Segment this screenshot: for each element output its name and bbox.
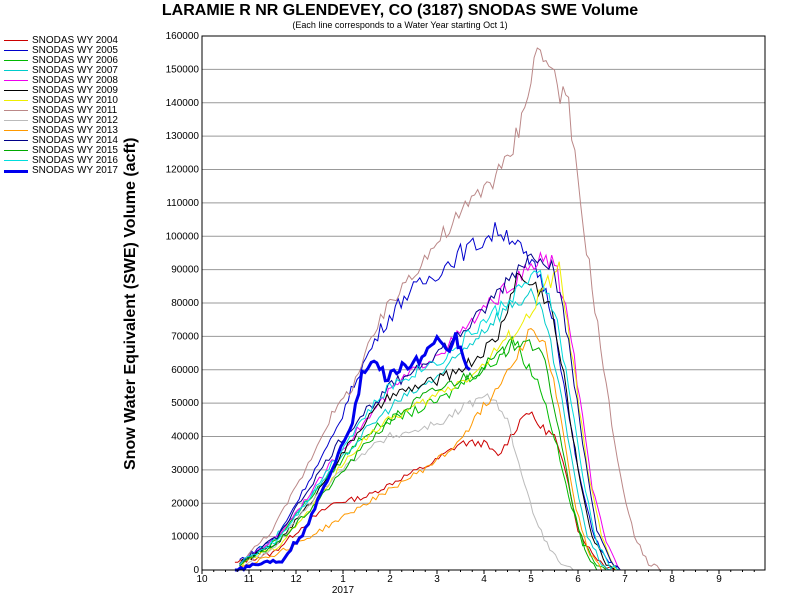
legend-swatch (4, 110, 28, 111)
series-line-snodas-wy-2011 (239, 47, 663, 571)
legend-swatch (4, 170, 28, 173)
legend-item: SNODAS WY 2016 (4, 155, 134, 166)
x-tick-label: 8 (669, 574, 675, 585)
legend-item: SNODAS WY 2009 (4, 85, 134, 96)
legend-item: SNODAS WY 2010 (4, 95, 134, 106)
x-tick-label: 5 (528, 574, 534, 585)
y-tick-label: 130000 (166, 131, 200, 142)
series-line-snodas-wy-2015 (239, 338, 598, 571)
y-tick-label: 140000 (166, 98, 200, 109)
legend-item: SNODAS WY 2012 (4, 115, 134, 126)
series-line-snodas-wy-2016 (239, 269, 621, 571)
series-line-snodas-wy-2010 (239, 261, 617, 571)
legend-item: SNODAS WY 2011 (4, 105, 134, 116)
series-line-snodas-wy-2012 (239, 393, 574, 571)
y-tick-label: 150000 (166, 64, 200, 75)
legend-item: SNODAS WY 2017 (4, 165, 134, 176)
y-tick-label: 0 (193, 565, 199, 576)
legend-item: SNODAS WY 2006 (4, 55, 134, 66)
legend-label: SNODAS WY 2004 (32, 35, 118, 46)
y-tick-label: 20000 (171, 498, 199, 509)
y-tick-label: 70000 (171, 331, 199, 342)
legend-label: SNODAS WY 2010 (32, 95, 118, 106)
x-tick-label: 1 (340, 574, 346, 585)
x-tick-label: 2 (387, 574, 393, 585)
x-tick-label: 7 (622, 574, 628, 585)
legend-swatch (4, 70, 28, 71)
legend-label: SNODAS WY 2005 (32, 45, 118, 56)
legend-item: SNODAS WY 2007 (4, 65, 134, 76)
legend-label: SNODAS WY 2016 (32, 155, 118, 166)
legend-label: SNODAS WY 2007 (32, 65, 118, 76)
legend-label: SNODAS WY 2013 (32, 125, 118, 136)
y-tick-label: 110000 (166, 198, 199, 209)
legend-item: SNODAS WY 2015 (4, 145, 134, 156)
y-tick-label: 120000 (166, 165, 200, 176)
legend: SNODAS WY 2004 SNODAS WY 2005 SNODAS WY 20… (4, 35, 134, 176)
series-lines (234, 47, 663, 572)
legend-item: SNODAS WY 2013 (4, 125, 134, 136)
x-tick-label: 12 (290, 574, 302, 585)
legend-swatch (4, 60, 28, 61)
legend-swatch (4, 140, 28, 141)
legend-label: SNODAS WY 2014 (32, 135, 118, 146)
x-tick-label: 9 (716, 574, 722, 585)
series-line-snodas-wy-2013 (239, 328, 602, 571)
y-tick-label: 50000 (171, 398, 199, 409)
legend-swatch (4, 160, 28, 161)
legend-label: SNODAS WY 2008 (32, 75, 118, 86)
x-year-label: 2017 (332, 585, 355, 596)
legend-swatch (4, 120, 28, 121)
y-tick-label: 30000 (171, 465, 199, 476)
legend-item: SNODAS WY 2004 (4, 35, 134, 46)
legend-swatch (4, 50, 28, 51)
x-tick-label: 6 (575, 574, 581, 585)
chart-subtitle: (Each line corresponds to a Water Year s… (292, 20, 508, 30)
y-tick-label: 100000 (166, 231, 200, 242)
legend-swatch (4, 100, 28, 101)
gridlines (202, 35, 765, 571)
x-tick-label: 3 (434, 574, 440, 585)
legend-label: SNODAS WY 2017 (32, 165, 118, 176)
legend-label: SNODAS WY 2006 (32, 55, 118, 66)
y-tick-label: 160000 (166, 31, 200, 42)
y-tick-label: 80000 (171, 298, 199, 309)
legend-item: SNODAS WY 2005 (4, 45, 134, 56)
legend-label: SNODAS WY 2009 (32, 85, 118, 96)
x-tick-label: 4 (481, 574, 487, 585)
chart-title: LARAMIE R NR GLENDEVEY, CO (3187) SNODAS… (161, 2, 639, 19)
y-tick-label: 60000 (171, 365, 199, 376)
legend-item: SNODAS WY 2008 (4, 75, 134, 86)
legend-swatch (4, 130, 28, 131)
legend-swatch (4, 40, 28, 41)
x-tick-label: 11 (244, 574, 255, 585)
legend-label: SNODAS WY 2011 (32, 105, 118, 116)
x-tick-label: 10 (196, 574, 208, 585)
legend-swatch (4, 80, 28, 81)
y-tick-label: 10000 (171, 532, 199, 543)
legend-swatch (4, 90, 28, 91)
series-line-snodas-wy-2017 (234, 332, 471, 572)
y-axis-ticks: 0 10000 20000 30000 40000 50000 60000 70000 8000… (166, 31, 200, 576)
legend-label: SNODAS WY 2015 (32, 145, 118, 156)
y-tick-label: 90000 (171, 265, 199, 276)
legend-label: SNODAS WY 2012 (32, 115, 118, 126)
legend-item: SNODAS WY 2014 (4, 135, 134, 146)
y-tick-label: 40000 (171, 432, 199, 443)
x-axis-ticks: 10 11 12 1 2 3 4 5 6 7 8 9 (196, 570, 755, 585)
legend-swatch (4, 150, 28, 151)
series-line-snodas-wy-2005 (239, 222, 621, 571)
